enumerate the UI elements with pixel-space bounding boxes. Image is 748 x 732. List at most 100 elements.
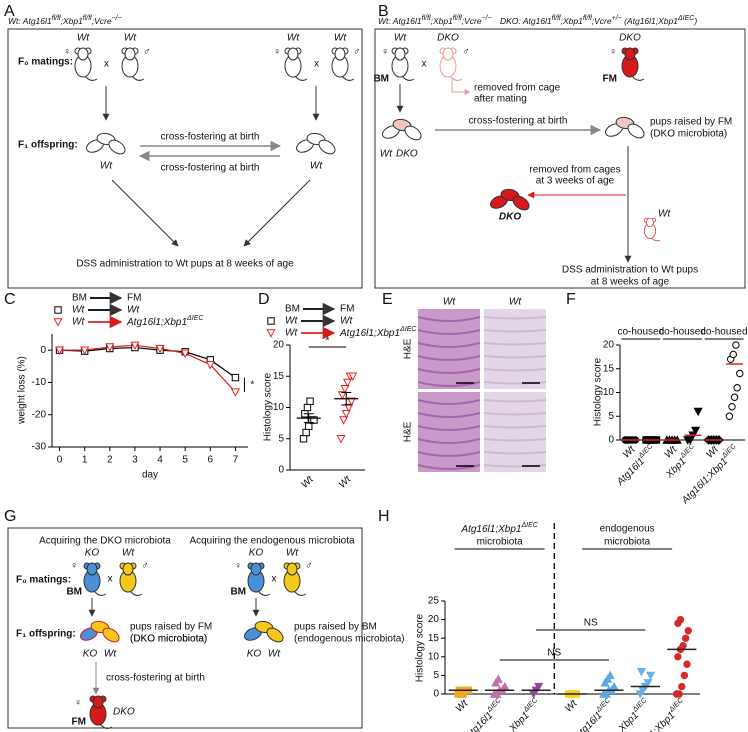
error-bar — [303, 413, 314, 423]
mouse-head — [250, 562, 262, 576]
genotype-header: DKO: Atg16l1fl/fl;Xbp1fl/fl;Vcre+/− (Atg… — [500, 15, 697, 26]
mouse-tail — [341, 75, 355, 81]
superscript: ΔIEC — [486, 697, 504, 715]
data-point — [155, 344, 165, 354]
data-point — [733, 384, 741, 392]
panel-label: A — [4, 3, 15, 20]
tissue-texture — [483, 316, 547, 320]
data-point — [230, 388, 240, 397]
tissue-texture — [483, 329, 547, 333]
legend-label: Wt — [127, 305, 140, 316]
mouse-icon — [83, 562, 107, 596]
data-point — [683, 660, 691, 668]
arrow — [243, 179, 311, 247]
column-label: Wt — [443, 297, 456, 308]
superscript: fl/fl — [583, 15, 592, 22]
mother-label: FM — [603, 74, 617, 85]
group-label: co-housed — [617, 327, 664, 338]
symbol: ♂ — [305, 561, 313, 572]
data-point — [725, 412, 734, 420]
x-tick-label: 0 — [57, 455, 63, 466]
x-tick-label: 2 — [107, 455, 113, 466]
y-tick-label: 0 — [608, 435, 614, 446]
symbol: ♀ — [609, 47, 617, 58]
tissue-texture — [483, 464, 547, 468]
mouse-head — [92, 695, 104, 709]
x-tick-label: Atg16l1ΔIEC — [613, 443, 659, 489]
histology-image — [418, 392, 480, 472]
superscript: ΔIEC — [631, 697, 649, 715]
x-axis-label: day — [142, 470, 158, 481]
symbol: x — [314, 59, 319, 70]
series-line — [59, 344, 236, 393]
y-tick-label: 15 — [603, 363, 615, 374]
data-point — [729, 350, 737, 359]
mother-label: BM — [373, 74, 389, 85]
mouse-label: Wt — [122, 548, 135, 559]
mouse-label: Wt — [334, 33, 347, 44]
y-axis-label: Histology score — [263, 372, 274, 441]
note: (DKO microbiota) — [650, 129, 727, 140]
x-tick-label: 7 — [233, 455, 239, 466]
pup — [266, 627, 284, 643]
panel-label: C — [4, 291, 16, 308]
mouse-tail — [129, 590, 143, 596]
histology-image — [484, 392, 546, 472]
data-point — [343, 378, 353, 388]
mouse-head — [646, 217, 654, 227]
data-point — [105, 343, 115, 352]
mouse-head — [286, 562, 298, 576]
pup — [627, 123, 645, 139]
mouse-label: Wt — [124, 33, 137, 44]
x-tick-label: 6 — [208, 455, 214, 466]
mouse-label: DKO — [619, 33, 641, 44]
data-point — [305, 422, 313, 430]
legend-label: Wt — [285, 328, 298, 339]
data-point — [344, 403, 354, 413]
text-part: ;Vcre — [92, 16, 112, 26]
symbol: x — [104, 59, 109, 70]
group-header: microbiota — [604, 537, 651, 548]
row-label: F₁ offspring: — [16, 629, 76, 640]
mouse-tail — [293, 590, 307, 596]
mouse-label: DKO — [437, 33, 459, 44]
superscript: fl/fl — [52, 15, 61, 22]
note: removed from cages — [529, 165, 620, 176]
mouse-head — [442, 47, 454, 61]
error-bar — [341, 392, 352, 406]
data-point — [674, 653, 682, 661]
arrow — [111, 179, 179, 247]
note: after mating — [474, 94, 527, 105]
legend-marker — [266, 329, 276, 338]
data-point — [605, 670, 615, 680]
text-part: ) — [693, 16, 697, 26]
y-tick-label: 25 — [428, 596, 440, 607]
outcome-text: DSS administration to Wt pups — [562, 265, 698, 276]
y-tick-label: 10 — [273, 402, 285, 413]
mouse-tail — [93, 590, 107, 596]
mouse-label: Wt — [658, 209, 671, 220]
data-point — [681, 634, 690, 642]
data-point — [180, 349, 190, 359]
column-title: Acquiring the DKO microbiota — [39, 536, 171, 547]
pups-label: DKO — [396, 149, 418, 160]
row-label: F₀ matings: — [18, 57, 73, 68]
symbol: ♂ — [141, 561, 149, 572]
y-tick-label: 10 — [428, 651, 440, 662]
mouse-icon — [89, 695, 113, 729]
group-header: Atg16l1;Xbp1ΔIEC — [460, 522, 538, 534]
histology-image — [484, 309, 546, 389]
genotype-header: Wt: Atg16l1fl/fl;Xbp1fl/fl;Vcre−/− — [8, 15, 122, 26]
mouse-tail — [294, 75, 308, 81]
pups-label: Wt — [268, 649, 281, 660]
mouse-icon — [284, 47, 308, 81]
text-part: Wt: Atg16l1 — [378, 16, 422, 26]
pups-icon — [382, 118, 422, 141]
superscript: ΔIEC — [186, 315, 204, 322]
y-tick-label: 0 — [278, 465, 284, 476]
tissue-texture — [483, 412, 547, 416]
mouse-head — [624, 47, 636, 61]
data-point — [337, 391, 347, 400]
mouse-label: KO — [85, 548, 100, 559]
